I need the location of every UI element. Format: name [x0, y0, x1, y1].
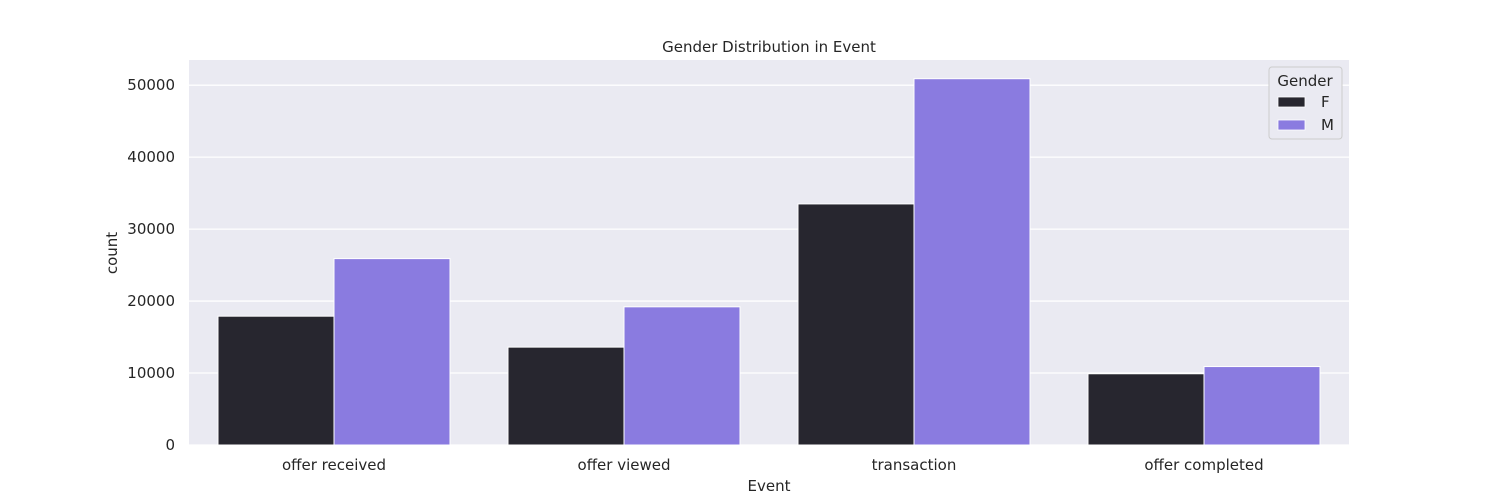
y-axis-ticks: 0 10000 20000 30000 40000 50000 — [127, 76, 175, 454]
y-tick-label: 20000 — [127, 292, 175, 310]
legend-label-F: F — [1321, 93, 1330, 111]
bars — [217, 78, 1321, 446]
legend: Gender FM — [1268, 66, 1343, 140]
x-tick-label: offer completed — [1144, 456, 1263, 474]
y-tick-label: 30000 — [127, 220, 175, 238]
y-tick-label: 40000 — [127, 148, 175, 166]
y-tick-label: 10000 — [127, 364, 175, 382]
legend-title: Gender — [1277, 72, 1333, 90]
legend-label-M: M — [1321, 116, 1334, 134]
chart-title: Gender Distribution in Event — [662, 38, 876, 56]
bar-F-3 — [1087, 373, 1205, 446]
bar-F-0 — [217, 315, 335, 446]
legend-swatch-M — [1277, 119, 1306, 131]
bar-M-2 — [913, 78, 1031, 446]
bar-M-0 — [333, 258, 451, 446]
legend-swatch-F — [1277, 96, 1306, 108]
y-tick-label: 50000 — [127, 76, 175, 94]
bar-F-2 — [797, 203, 915, 446]
x-axis-ticks: offer received offer viewed transaction off… — [282, 456, 1264, 474]
bar-M-3 — [1203, 366, 1321, 446]
y-axis-label: count — [103, 232, 121, 274]
x-tick-label: transaction — [872, 456, 957, 474]
bar-F-1 — [507, 346, 625, 446]
y-tick-label: 0 — [165, 436, 175, 454]
bar-M-1 — [623, 306, 741, 446]
x-tick-label: offer received — [282, 456, 386, 474]
x-tick-label: offer viewed — [578, 456, 671, 474]
x-axis-label: Event — [748, 477, 791, 495]
